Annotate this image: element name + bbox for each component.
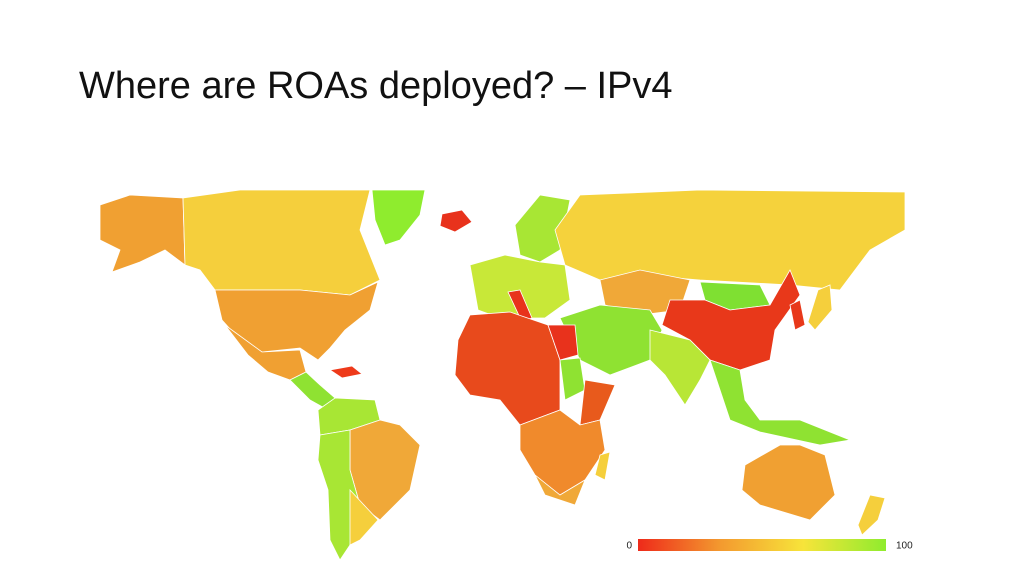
world-map — [99, 189, 906, 561]
caribbean — [328, 365, 363, 379]
greenland — [371, 189, 426, 246]
egypt — [547, 324, 579, 361]
japan — [807, 284, 833, 331]
slide-title: Where are ROAs deployed? – IPv4 — [79, 65, 673, 107]
russia — [554, 189, 906, 291]
canada — [182, 189, 381, 296]
italy — [507, 289, 533, 323]
andes — [317, 429, 361, 561]
madagascar — [594, 451, 611, 481]
legend-max-label: 100 — [896, 541, 913, 552]
australia — [741, 444, 836, 521]
southern-africa — [534, 474, 586, 506]
horn-of-africa — [579, 379, 616, 426]
argentina — [349, 488, 379, 546]
legend-min-label: 0 — [626, 541, 632, 552]
southeast-asia — [709, 359, 852, 446]
scandinavia — [514, 194, 571, 263]
iceland — [439, 209, 473, 233]
usa — [214, 281, 379, 361]
alaska — [99, 194, 186, 273]
legend-scale — [638, 539, 886, 551]
europe — [469, 254, 571, 319]
new-zealand — [857, 494, 886, 536]
legend: 0 100 — [626, 539, 913, 552]
west-africa — [454, 311, 561, 426]
india — [649, 329, 711, 406]
central-africa — [519, 409, 606, 496]
sudan — [559, 357, 586, 401]
korea — [789, 299, 806, 331]
